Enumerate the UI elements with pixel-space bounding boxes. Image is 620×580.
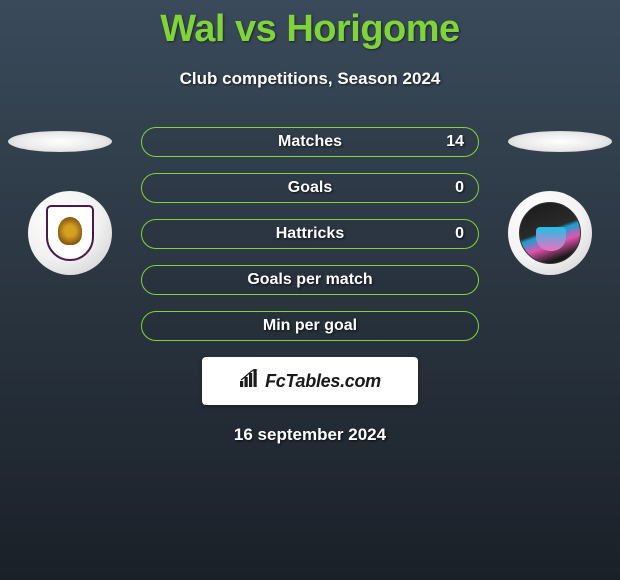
stat-row-matches: Matches 14 <box>141 127 479 157</box>
stat-value: 14 <box>446 133 464 151</box>
branding-box: FcTables.com <box>202 357 418 405</box>
stat-label: Min per goal <box>263 317 357 335</box>
page-title: Wal vs Horigome <box>0 0 620 51</box>
branding-text: FcTables.com <box>265 371 381 392</box>
stat-row-hattricks: Hattricks 0 <box>141 219 479 249</box>
stat-value: 0 <box>455 225 464 243</box>
comparison-panel: Matches 14 Goals 0 Hattricks 0 Goals per… <box>0 127 620 445</box>
page-subtitle: Club competitions, Season 2024 <box>0 69 620 89</box>
player-marker-left <box>8 131 112 152</box>
crest-icon <box>46 205 94 261</box>
stat-row-goals: Goals 0 <box>141 173 479 203</box>
date-label: 16 september 2024 <box>0 425 620 445</box>
stats-list: Matches 14 Goals 0 Hattricks 0 Goals per… <box>141 127 479 341</box>
crest-icon <box>519 202 581 264</box>
stat-value: 0 <box>455 179 464 197</box>
stat-label: Hattricks <box>276 225 344 243</box>
player-marker-right <box>508 131 612 152</box>
stat-row-goals-per-match: Goals per match <box>141 265 479 295</box>
stat-row-min-per-goal: Min per goal <box>141 311 479 341</box>
team-badge-left <box>28 191 112 275</box>
stat-label: Goals <box>288 179 332 197</box>
stat-label: Matches <box>278 133 342 151</box>
team-badge-right <box>508 191 592 275</box>
stat-label: Goals per match <box>247 271 372 289</box>
bar-chart-icon <box>239 369 261 394</box>
